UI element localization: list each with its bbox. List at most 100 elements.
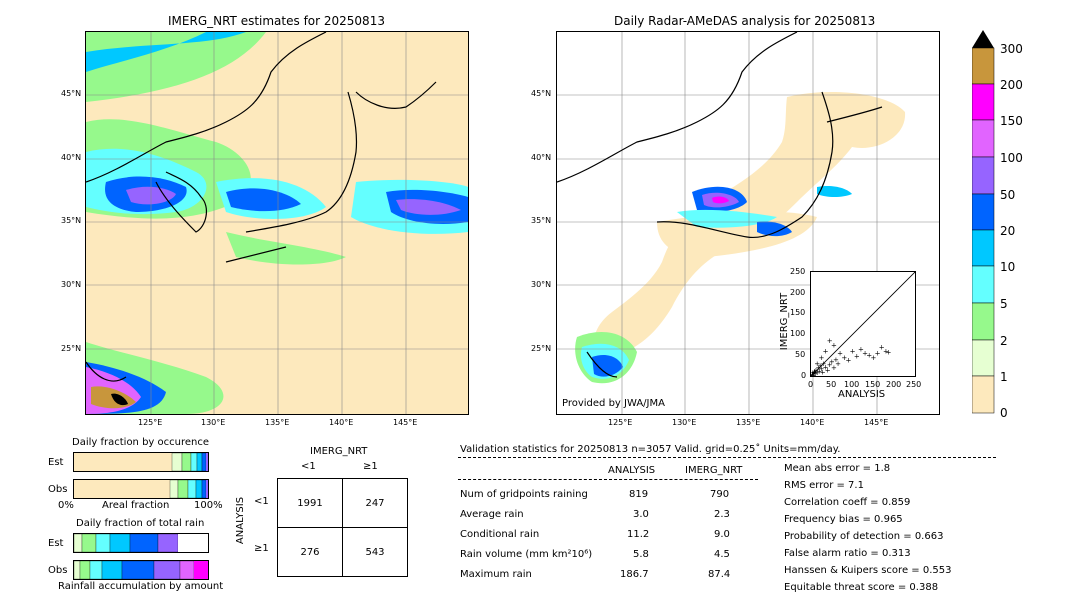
scatter-point: +	[816, 364, 822, 372]
occurrence-obs-bar	[73, 479, 209, 499]
scatter-point: +	[818, 354, 824, 362]
left-lon-140: 140°E	[329, 418, 354, 427]
row-imerg: 87.4	[708, 569, 731, 580]
score-pod: Probability of detection = 0.663	[784, 531, 944, 542]
scatter-point: +	[831, 364, 837, 372]
scatter-x-150: 150	[865, 380, 881, 389]
row-analysis: 186.7	[620, 569, 649, 580]
scatter-point: +	[811, 368, 817, 376]
scatter-point: +	[813, 366, 819, 374]
scatter-point: +	[827, 337, 833, 345]
scatter-y-50: 50	[795, 350, 806, 359]
row-label: Rain volume (mm km²10⁶)	[460, 549, 593, 560]
cell-tp: 543	[342, 527, 408, 577]
score-freq-bias: Frequency bias = 0.965	[784, 514, 903, 525]
validation-divider	[458, 457, 996, 458]
total-rain-obs-bar	[73, 560, 209, 580]
row-label: Num of gridpoints raining	[460, 489, 588, 500]
occurrence-axis-right: 100%	[194, 500, 223, 511]
left-lon-145: 145°E	[393, 418, 418, 427]
scatter-point: +	[879, 343, 885, 351]
occurrence-obs-label: Obs	[48, 484, 68, 495]
cb-150: 150	[1000, 114, 1023, 128]
right-lon-145: 145°E	[864, 418, 889, 427]
contingency-row-ge: ≥1	[254, 543, 269, 554]
scatter-point: +	[829, 358, 835, 366]
scatter-point: +	[823, 348, 829, 356]
scatter-point: +	[883, 348, 889, 356]
scatter-x-250: 250	[906, 380, 922, 389]
score-rms: RMS error = 7.1	[784, 480, 864, 491]
credit-text: Provided by JWA/JMA	[562, 398, 665, 409]
contingency-row-axis: ANALYSIS	[235, 496, 247, 545]
scatter-plot: ++++++++++++++++++++++++++++++++++++++++	[809, 271, 916, 380]
colorbar-svg	[971, 30, 995, 414]
col-analysis-header: ANALYSIS	[608, 465, 656, 476]
scatter-xlabel: ANALYSIS	[838, 389, 886, 400]
scatter-y-150: 150	[790, 308, 806, 317]
colorbar	[971, 30, 996, 418]
cb-5: 5	[1000, 297, 1008, 311]
right-lon-135: 135°E	[736, 418, 761, 427]
row-imerg: 9.0	[714, 529, 730, 540]
scatter-y-100: 100	[790, 329, 806, 338]
scatter-point: +	[850, 348, 856, 356]
scatter-point: +	[846, 357, 852, 365]
scatter-point: +	[811, 370, 815, 376]
score-ets: Equitable threat score = 0.388	[784, 582, 939, 593]
left-lat-40: 40°N	[61, 153, 82, 162]
row-analysis: 11.2	[627, 529, 650, 540]
cb-2: 2	[1000, 334, 1008, 348]
occurrence-est-bar	[73, 452, 209, 472]
right-lon-130: 130°E	[672, 418, 697, 427]
total-rain-est-label: Est	[48, 538, 64, 549]
cb-20: 20	[1000, 224, 1016, 238]
contingency-title: IMERG_NRT	[310, 446, 368, 457]
scatter-x-0: 0	[808, 380, 814, 389]
scatter-x-200: 200	[886, 380, 902, 389]
row-analysis: 819	[629, 489, 649, 500]
scatter-point: +	[866, 352, 872, 360]
total-rain-title: Daily fraction of total rain	[76, 518, 205, 529]
left-map-title: IMERG_NRT estimates for 20250813	[168, 14, 385, 28]
scatter-y-200: 200	[790, 288, 806, 297]
scatter-point: +	[816, 368, 822, 376]
cell-fp: 247	[342, 478, 408, 528]
scatter-point: +	[820, 368, 826, 376]
scatter-y-250: 250	[790, 267, 806, 276]
scatter-point: +	[811, 369, 816, 376]
total-rain-est-bar	[73, 533, 209, 553]
scatter-point: +	[818, 365, 824, 373]
validation-subdivider	[458, 479, 758, 480]
scatter-point: +	[862, 350, 868, 358]
score-hk: Hanssen & Kuipers score = 0.553	[784, 565, 952, 576]
scatter-point: +	[823, 363, 829, 371]
scatter-point: +	[814, 360, 820, 368]
scatter-y-0: 0	[801, 371, 807, 380]
cb-0: 0	[1000, 406, 1008, 420]
scatter-point: +	[831, 341, 837, 349]
right-lat-30: 30°N	[531, 280, 552, 289]
scatter-inset: + + + + + + + + + + + + + + + + + + + + + + + + + + + + + + + + + + + + + + + +	[809, 271, 916, 380]
row-label: Maximum rain	[460, 569, 532, 580]
scatter-point: +	[812, 368, 818, 376]
cb-200: 200	[1000, 78, 1023, 92]
row-label: Conditional rain	[460, 529, 540, 540]
occurrence-axis-left: 0%	[58, 500, 74, 511]
scatter-point: +	[870, 354, 876, 362]
left-lat-45: 45°N	[61, 89, 82, 98]
occurrence-est-label: Est	[48, 457, 64, 468]
contingency-row-lt: <1	[254, 496, 269, 507]
right-lat-45: 45°N	[531, 89, 552, 98]
right-lon-125: 125°E	[608, 418, 633, 427]
scatter-point: +	[814, 369, 820, 376]
scatter-point: +	[812, 370, 818, 376]
scatter-point: +	[833, 356, 839, 364]
left-map	[85, 31, 469, 415]
right-map-rain-field	[557, 32, 939, 414]
row-analysis: 3.0	[633, 509, 649, 520]
occurrence-axis-mid: Areal fraction	[102, 500, 170, 511]
right-map-title: Daily Radar-AMeDAS analysis for 20250813	[614, 14, 876, 28]
scatter-point: +	[858, 345, 864, 353]
right-lat-25: 25°N	[531, 344, 552, 353]
